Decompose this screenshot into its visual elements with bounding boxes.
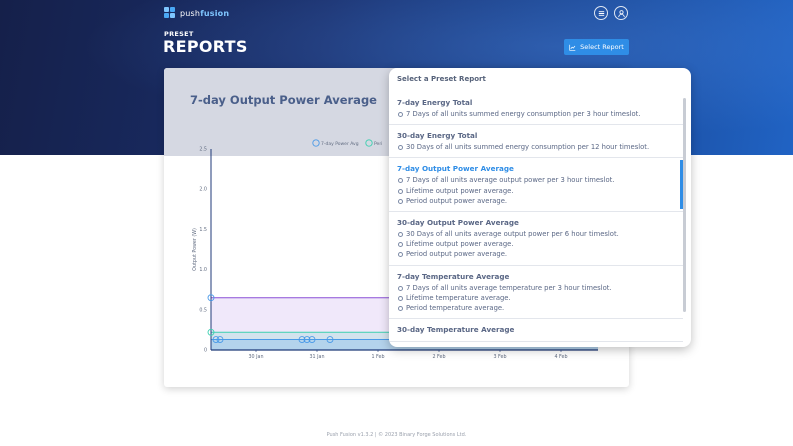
- preset-report-list[interactable]: 7-day Energy Total 7 Days of all units su…: [389, 92, 683, 347]
- preset-report-name: 30-day Output Power Average: [397, 218, 519, 228]
- user-icon: [617, 9, 625, 17]
- preset-report-item[interactable]: 30-day Energy Total 30 Days of all units …: [389, 125, 683, 159]
- footer-text: Push Fusion v1.3.2 | © 2023 Binary Forge…: [326, 432, 467, 438]
- preset-report-description: 30 Days of all units average output powe…: [397, 229, 675, 239]
- preset-report-description: 7 Days of all units average temperature …: [397, 283, 675, 293]
- page-eyebrow: PRESET: [164, 30, 194, 38]
- report-title: 7-day Output Power Average: [190, 93, 377, 107]
- legend-label: Peri: [374, 141, 382, 147]
- menu-button[interactable]: [594, 6, 608, 20]
- header-actions: [594, 6, 628, 20]
- x-tick-label: 31 Jan: [309, 354, 324, 360]
- preset-report-dropdown: Select a Preset Report 7-day Energy Tota…: [389, 68, 691, 347]
- data-point[interactable]: [298, 336, 306, 343]
- preset-report-item[interactable]: 30-day Temperature Average: [389, 319, 683, 343]
- preset-report-description: 7 Days of all units average output power…: [397, 175, 675, 185]
- preset-report-description: Lifetime temperature average.: [397, 293, 675, 303]
- data-point[interactable]: [326, 336, 334, 343]
- select-report-button[interactable]: Select Report: [564, 39, 629, 55]
- preset-report-name: 7-day Temperature Average: [397, 271, 510, 281]
- menu-icon: [598, 10, 604, 16]
- preset-report-description: Period output power average.: [397, 196, 675, 206]
- brand-name-plain: push: [180, 8, 201, 18]
- page-title: REPORTS: [163, 37, 248, 56]
- y-tick-label: 2.5: [199, 147, 207, 153]
- preset-report-name: 7-day Output Power Average: [397, 164, 514, 174]
- x-tick-label: 3 Feb: [493, 354, 506, 360]
- preset-report-description: Lifetime output power average.: [397, 186, 675, 196]
- preset-report-item[interactable]: 7-day Output Power Average 7 Days of all …: [389, 158, 683, 213]
- x-tick-label: 1 Feb: [371, 354, 384, 360]
- x-tick-label: 2 Feb: [432, 354, 445, 360]
- brand-logo[interactable]: pushfusion: [164, 7, 229, 19]
- data-point[interactable]: [308, 336, 316, 343]
- select-report-label: Select Report: [580, 43, 624, 51]
- preset-report-description: Period output power average.: [397, 249, 675, 259]
- data-point[interactable]: [212, 336, 220, 343]
- y-tick-label: 0: [204, 348, 207, 354]
- data-point[interactable]: [207, 328, 215, 336]
- data-point[interactable]: [207, 294, 215, 302]
- preset-report-description: Period temperature average.: [397, 303, 675, 313]
- legend-marker[interactable]: [312, 139, 320, 147]
- legend-marker[interactable]: [365, 139, 373, 147]
- preset-report-description: 30 Days of all units summed energy consu…: [397, 142, 675, 152]
- preset-report-name: 30-day Energy Total: [397, 131, 478, 141]
- preset-report-name: 7-day Energy Total: [397, 98, 473, 107]
- brand-name: pushfusion: [180, 9, 229, 18]
- preset-report-item[interactable]: 30-day Output Power Average 30 Days of al…: [389, 212, 683, 266]
- preset-report-name: 30-day Temperature Average: [397, 325, 515, 335]
- y-tick-label: 1.5: [199, 227, 207, 233]
- y-tick-label: 2.0: [199, 187, 207, 193]
- preset-report-item[interactable]: 7-day Temperature Average 7 Days of all u…: [389, 266, 683, 320]
- y-tick-label: 1.0: [199, 267, 207, 273]
- data-point[interactable]: [216, 336, 224, 343]
- brand-name-bold: fusion: [200, 8, 230, 18]
- x-tick-label: 4 Feb: [554, 354, 567, 360]
- preset-report-item[interactable]: 7-day Energy Total 7 Days of all units su…: [389, 92, 683, 126]
- y-axis-label: Output Power (W): [192, 228, 198, 271]
- legend-label: 7-day Power Avg: [321, 141, 359, 147]
- chart-icon: [569, 44, 576, 51]
- x-tick-label: 30 Jan: [248, 354, 263, 360]
- y-tick-label: 0.5: [199, 307, 207, 313]
- data-point[interactable]: [303, 336, 311, 343]
- dropdown-scrollbar[interactable]: [683, 98, 686, 312]
- dropdown-heading: Select a Preset Report: [397, 75, 486, 83]
- preset-report-description: 7 Days of all units summed energy consum…: [397, 109, 675, 119]
- account-button[interactable]: [614, 6, 628, 20]
- logo-icon: [164, 7, 176, 19]
- preset-report-description: Lifetime output power average.: [397, 239, 675, 249]
